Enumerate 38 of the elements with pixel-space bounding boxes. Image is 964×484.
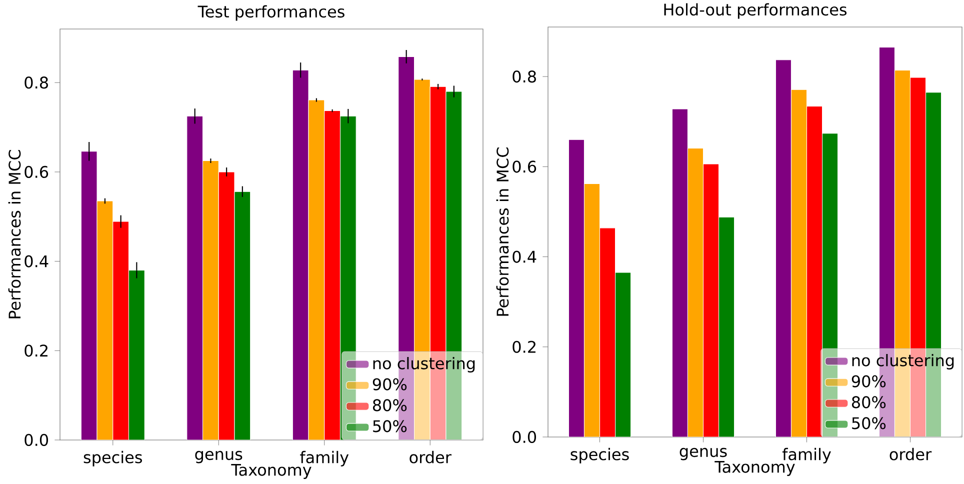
- legend-label: 90%: [852, 375, 886, 388]
- bar: [702, 164, 720, 437]
- y-tick-label: 0.4: [512, 250, 536, 263]
- x-tick-label: genus: [680, 448, 727, 460]
- bar: [340, 116, 356, 440]
- legend-label: 50%: [373, 420, 407, 432]
- x-tick-label: order: [410, 450, 452, 464]
- y-tick-label: 0.6: [512, 160, 536, 173]
- x-tick-label: species: [84, 450, 142, 466]
- bar: [128, 270, 145, 440]
- x-axis-title: Taxonomy: [714, 460, 795, 476]
- legend-label: 50%: [852, 417, 886, 430]
- legend-label: 90%: [372, 378, 407, 390]
- bar: [599, 228, 616, 437]
- y-tick-label: 0.0: [512, 430, 536, 444]
- x-tick-label: family: [782, 448, 831, 464]
- y-tick-label: 0.4: [24, 255, 48, 268]
- chart-title: Hold-out performances: [664, 3, 847, 19]
- y-tick-label: 0.2: [24, 344, 48, 357]
- legend-label: 80%: [372, 399, 407, 412]
- y-axis-title: Performances in MCC: [8, 150, 21, 318]
- x-axis-title: Taxonomy: [231, 464, 312, 479]
- y-tick-label: 0.0: [24, 434, 48, 446]
- bar: [234, 191, 251, 440]
- x-tick-label: family: [300, 450, 349, 466]
- legend-label: no clustering: [373, 357, 475, 372]
- y-tick-label: 0.8: [512, 70, 536, 83]
- legend-label: 80%: [852, 396, 886, 408]
- y-tick-label: 0.6: [24, 166, 48, 178]
- legend-label: no clustering: [852, 354, 954, 370]
- bar: [806, 106, 823, 437]
- y-axis-title: Performances in MCC: [496, 148, 509, 316]
- x-tick-label: species: [570, 448, 629, 464]
- x-tick-label: genus: [195, 450, 242, 464]
- y-tick-label: 0.8: [24, 76, 48, 89]
- chart-title: Test performances: [198, 5, 344, 21]
- x-tick-label: order: [890, 448, 932, 460]
- y-tick-label: 0.2: [512, 340, 536, 353]
